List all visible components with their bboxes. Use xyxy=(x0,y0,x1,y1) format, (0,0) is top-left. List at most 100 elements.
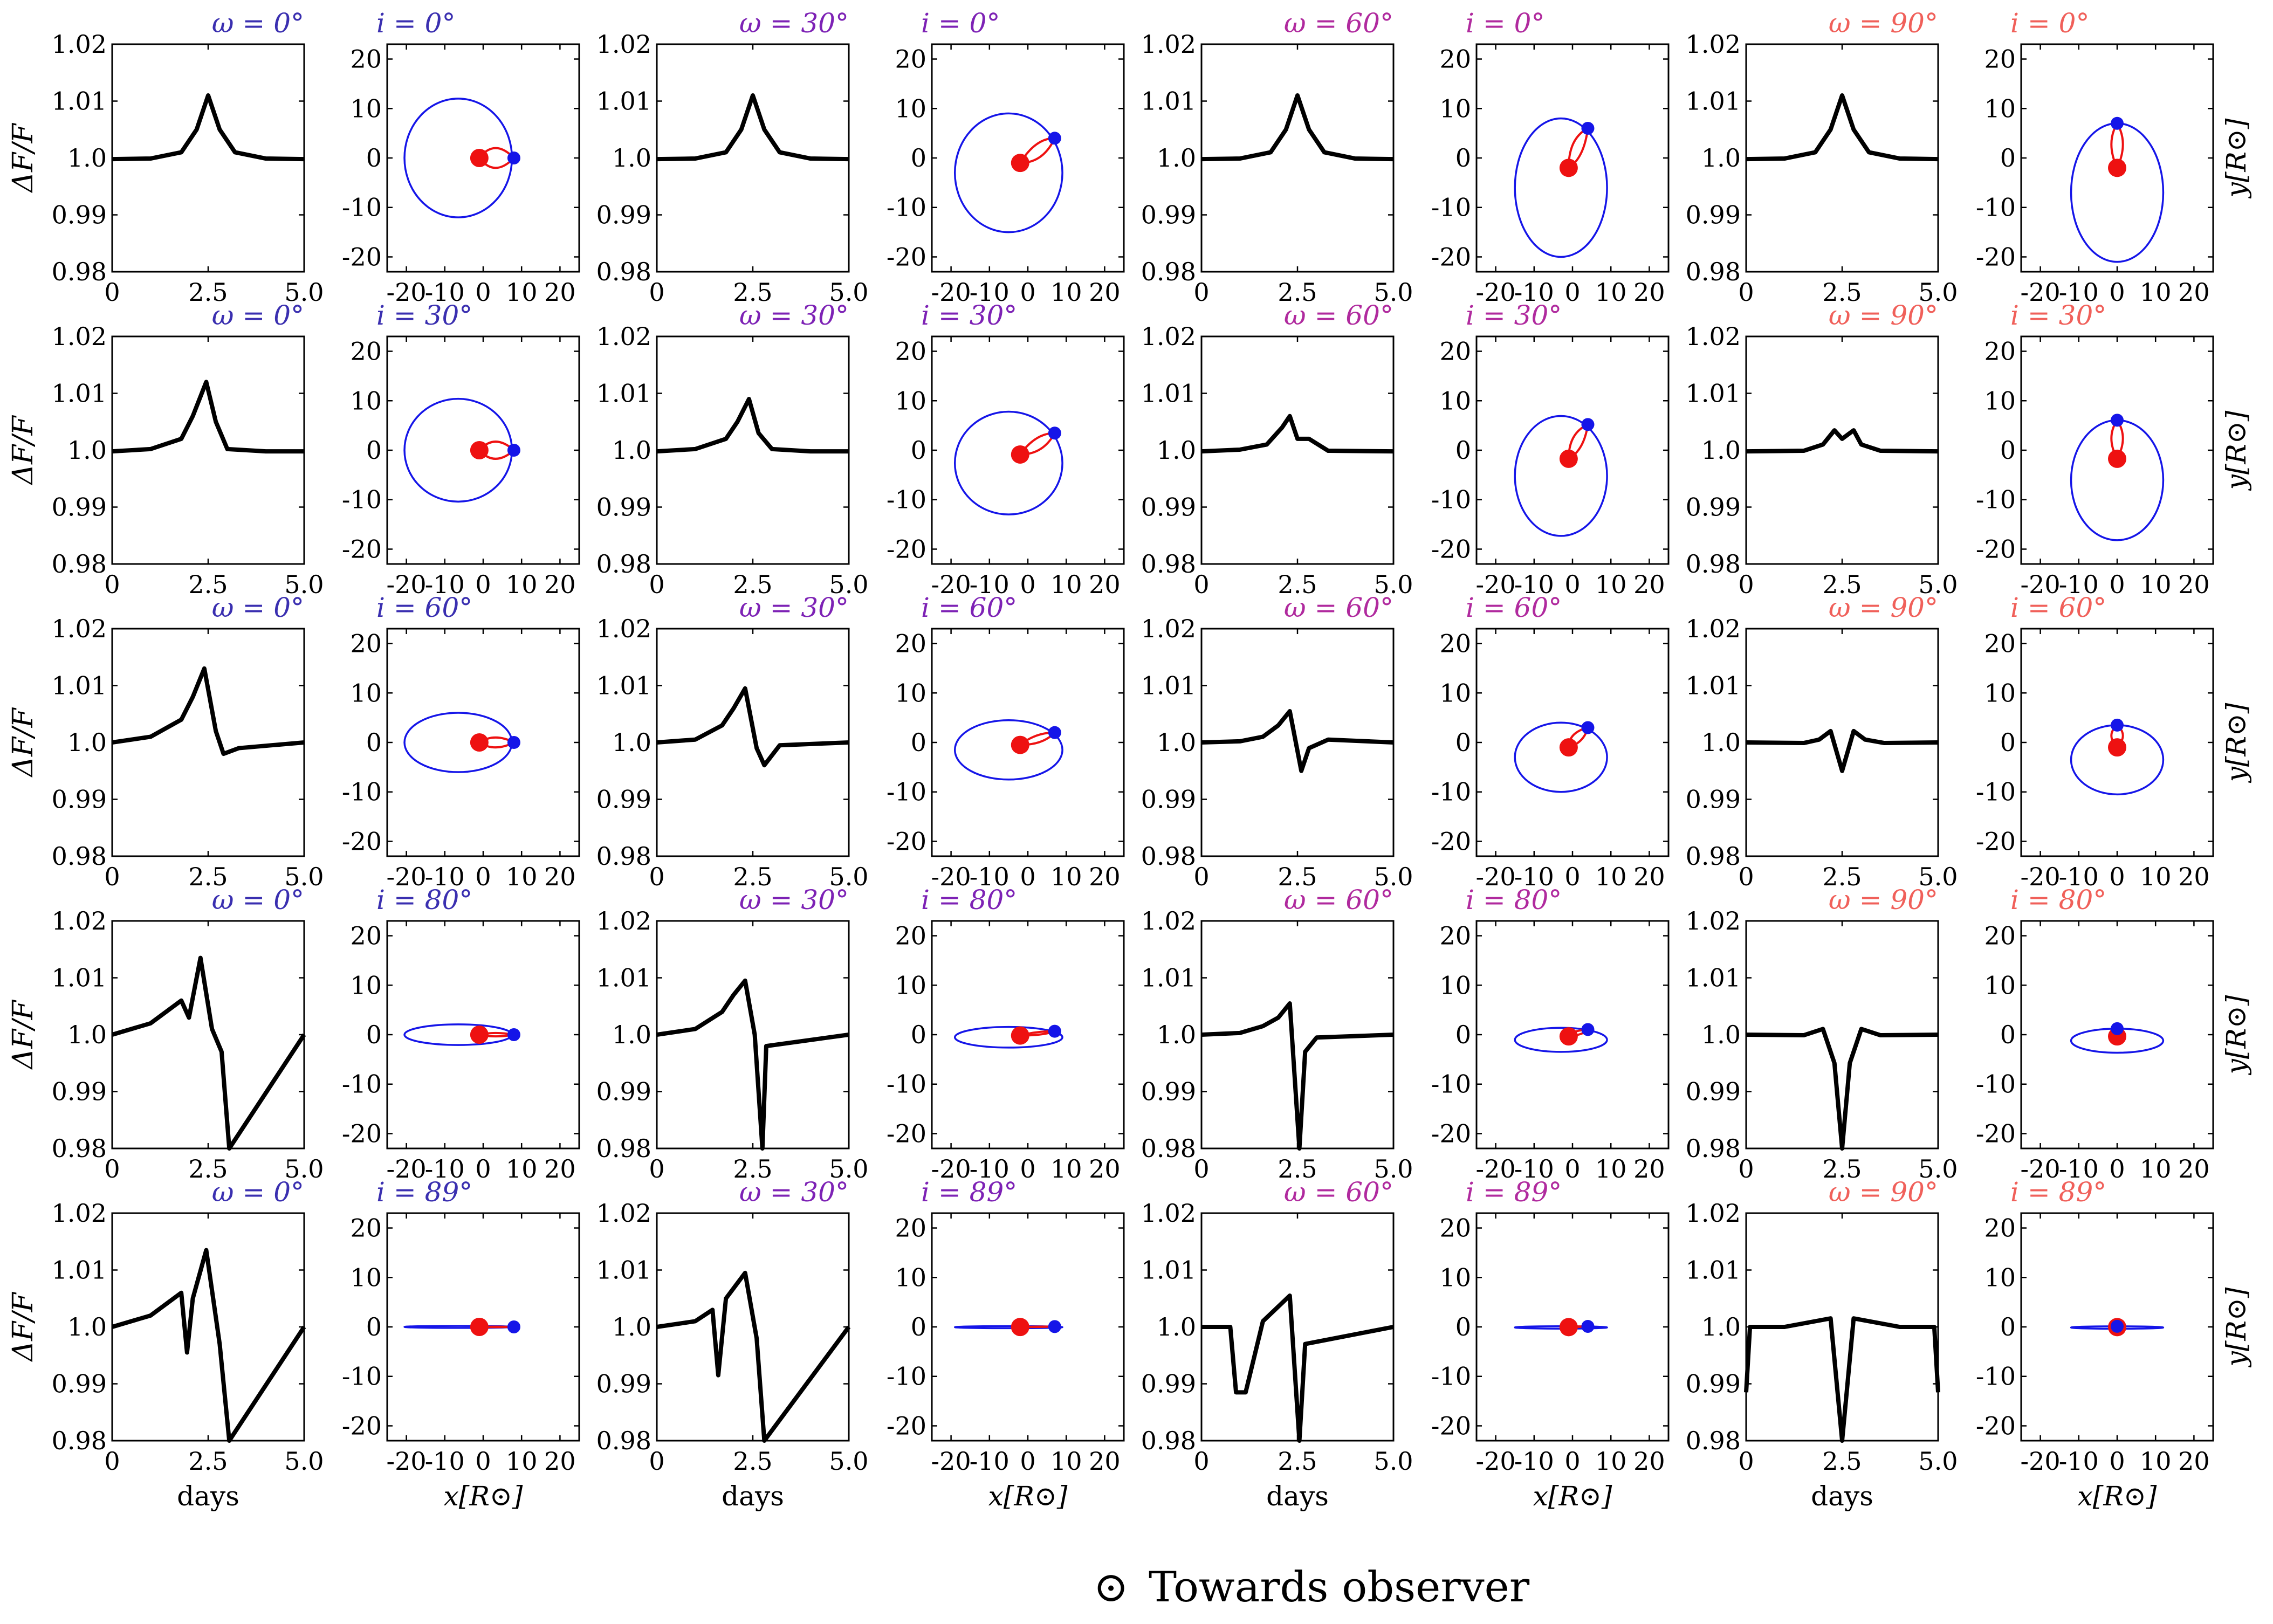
x-tick-label: 5.0 xyxy=(1374,278,1413,307)
y-tick-label: 20 xyxy=(895,1214,926,1243)
x-tick-label: 5.0 xyxy=(284,1154,324,1183)
x-tick-label: 20 xyxy=(2178,278,2210,307)
x-tick-label: -20 xyxy=(2021,1447,2061,1476)
x-tick-label: 0 xyxy=(649,278,664,307)
red-star-dot xyxy=(470,733,489,752)
y-tick-label: 0.99 xyxy=(596,1077,651,1106)
x-tick-label: 20 xyxy=(1633,570,1665,599)
y-tick-label: 0 xyxy=(366,436,382,465)
x-tick-label: 0 xyxy=(1564,278,1580,307)
x-tick-label: 0 xyxy=(1020,278,1035,307)
y-tick-label: -20 xyxy=(1431,1119,1471,1148)
red-star-dot xyxy=(1559,738,1578,757)
x-tick-label: 2.5 xyxy=(733,1447,772,1476)
y-tick-label: -20 xyxy=(1976,827,2016,856)
x-tick-label: -10 xyxy=(1514,1154,1554,1183)
axes-frame xyxy=(111,1212,305,1442)
x-tick-label: 10 xyxy=(1050,570,1082,599)
lightcurve-panel: 0.98 0.99 1.0 1.01 1.02 0 2.5 5.0 ω = 0° ΔF/F xyxy=(7,300,324,599)
light-curve-line xyxy=(112,93,305,162)
y-tick-label: 20 xyxy=(1984,921,2016,951)
blue-star-dot xyxy=(507,152,520,164)
y-tick-label: -10 xyxy=(1431,193,1471,222)
red-star-dot xyxy=(470,149,489,167)
y-tick-label: 10 xyxy=(895,94,926,123)
x-tick-label: 0 xyxy=(2109,570,2125,599)
y-tick-label: -10 xyxy=(887,1362,926,1391)
red-star-dot xyxy=(2108,738,2126,757)
y-tick-label: 20 xyxy=(1984,1214,2016,1243)
x-tick-label: 0 xyxy=(475,570,491,599)
y-tick-label: 0.98 xyxy=(1686,257,1741,286)
blue-star-dot xyxy=(2111,718,2124,732)
y-tick-label: 0.98 xyxy=(1141,257,1196,286)
x-tick-label: -10 xyxy=(425,278,465,307)
orbit-y-axis-label: y[R⊙] xyxy=(2221,995,2252,1075)
x-tick-label: 0 xyxy=(1564,570,1580,599)
y-tick-label: 0.99 xyxy=(1686,201,1741,230)
blue-star-dot xyxy=(2111,1022,2124,1035)
x-tick-label: 0 xyxy=(1020,862,1035,891)
light-curve-line xyxy=(1201,1001,1394,1151)
omega-label: ω = 60° xyxy=(1284,8,1393,39)
x-tick-label: -20 xyxy=(2021,862,2061,891)
x-tick-label: 10 xyxy=(506,570,538,599)
x-tick-label: 20 xyxy=(1633,1447,1665,1476)
y-tick-label: -20 xyxy=(342,1411,382,1440)
lightcurve-panel: 0.98 0.99 1.0 1.01 1.02 0 2.5 5.0 ω = 90° xyxy=(1686,8,1958,307)
x-tick-label: -20 xyxy=(387,862,427,891)
x-tick-label: -20 xyxy=(1476,570,1516,599)
omega-label: ω = 0° xyxy=(212,592,304,623)
y-tick-label: 0.99 xyxy=(1141,493,1196,522)
y-tick-label: 1.0 xyxy=(1157,728,1196,757)
blue-star-dot xyxy=(1048,426,1061,440)
x-tick-label: -10 xyxy=(970,1154,1010,1183)
x-tick-label: 2.5 xyxy=(1822,1447,1862,1476)
y-tick-label: 0.98 xyxy=(596,1426,651,1455)
y-tick-label: 1.01 xyxy=(52,671,107,700)
blue-orbit-ellipse xyxy=(1514,721,1608,793)
orbit-x-axis-label: x[R⊙] xyxy=(988,1481,1068,1512)
x-tick-label: -10 xyxy=(970,278,1010,307)
y-tick-label: 10 xyxy=(350,386,382,415)
lightcurve-panel: 0.98 0.99 1.0 1.01 1.02 0 2.5 5.0 ω = 30° xyxy=(596,300,869,599)
towards-observer-label: Towards observer xyxy=(1149,1563,1530,1612)
y-tick-label: 0 xyxy=(1455,728,1471,757)
x-tick-label: 20 xyxy=(544,1154,576,1183)
light-curve-line xyxy=(1201,414,1394,454)
x-tick-label: 20 xyxy=(1089,278,1121,307)
x-tick-label: -10 xyxy=(2059,1154,2099,1183)
x-tick-label: 2.5 xyxy=(188,1154,228,1183)
x-tick-label: 0 xyxy=(649,570,664,599)
y-tick-label: 0.99 xyxy=(596,1370,651,1399)
x-tick-label: 10 xyxy=(1595,570,1627,599)
lightcurve-panel: 0.98 0.99 1.0 1.01 1.02 0 2.5 5.0 ω = 90° days xyxy=(1686,1176,1958,1512)
y-tick-label: -10 xyxy=(342,193,382,222)
x-tick-label: 2.5 xyxy=(1278,570,1317,599)
red-star-dot xyxy=(1011,1318,1029,1337)
y-tick-label: 1.0 xyxy=(1701,143,1741,173)
y-tick-label: 1.01 xyxy=(52,87,107,116)
y-tick-label: 0.98 xyxy=(52,257,107,286)
x-tick-label: 2.5 xyxy=(1822,862,1862,891)
y-tick-label: -20 xyxy=(1976,534,2016,563)
light-curve-line xyxy=(1201,93,1394,162)
inclination-label: i = 60° xyxy=(2010,592,2106,623)
x-axis-label: days xyxy=(177,1481,239,1512)
y-tick-label: 1.0 xyxy=(612,143,651,173)
lightcurve-panel: 0.98 0.99 1.0 1.01 1.02 0 2.5 5.0 ω = 60° xyxy=(1141,592,1413,891)
y-tick-label: 10 xyxy=(895,386,926,415)
inclination-label: i = 80° xyxy=(1466,884,1562,916)
x-tick-label: 0 xyxy=(1738,862,1754,891)
y-tick-label: 0 xyxy=(911,1020,926,1049)
y-tick-label: 20 xyxy=(1439,45,1471,74)
y-tick-label: 1.0 xyxy=(612,436,651,465)
x-tick-label: 20 xyxy=(1633,862,1665,891)
y-tick-label: -20 xyxy=(1431,1411,1471,1440)
y-tick-label: 0 xyxy=(366,1020,382,1049)
y-tick-label: 1.0 xyxy=(1701,1312,1741,1341)
y-tick-label: 0.99 xyxy=(1686,1370,1741,1399)
x-tick-label: 10 xyxy=(1595,278,1627,307)
